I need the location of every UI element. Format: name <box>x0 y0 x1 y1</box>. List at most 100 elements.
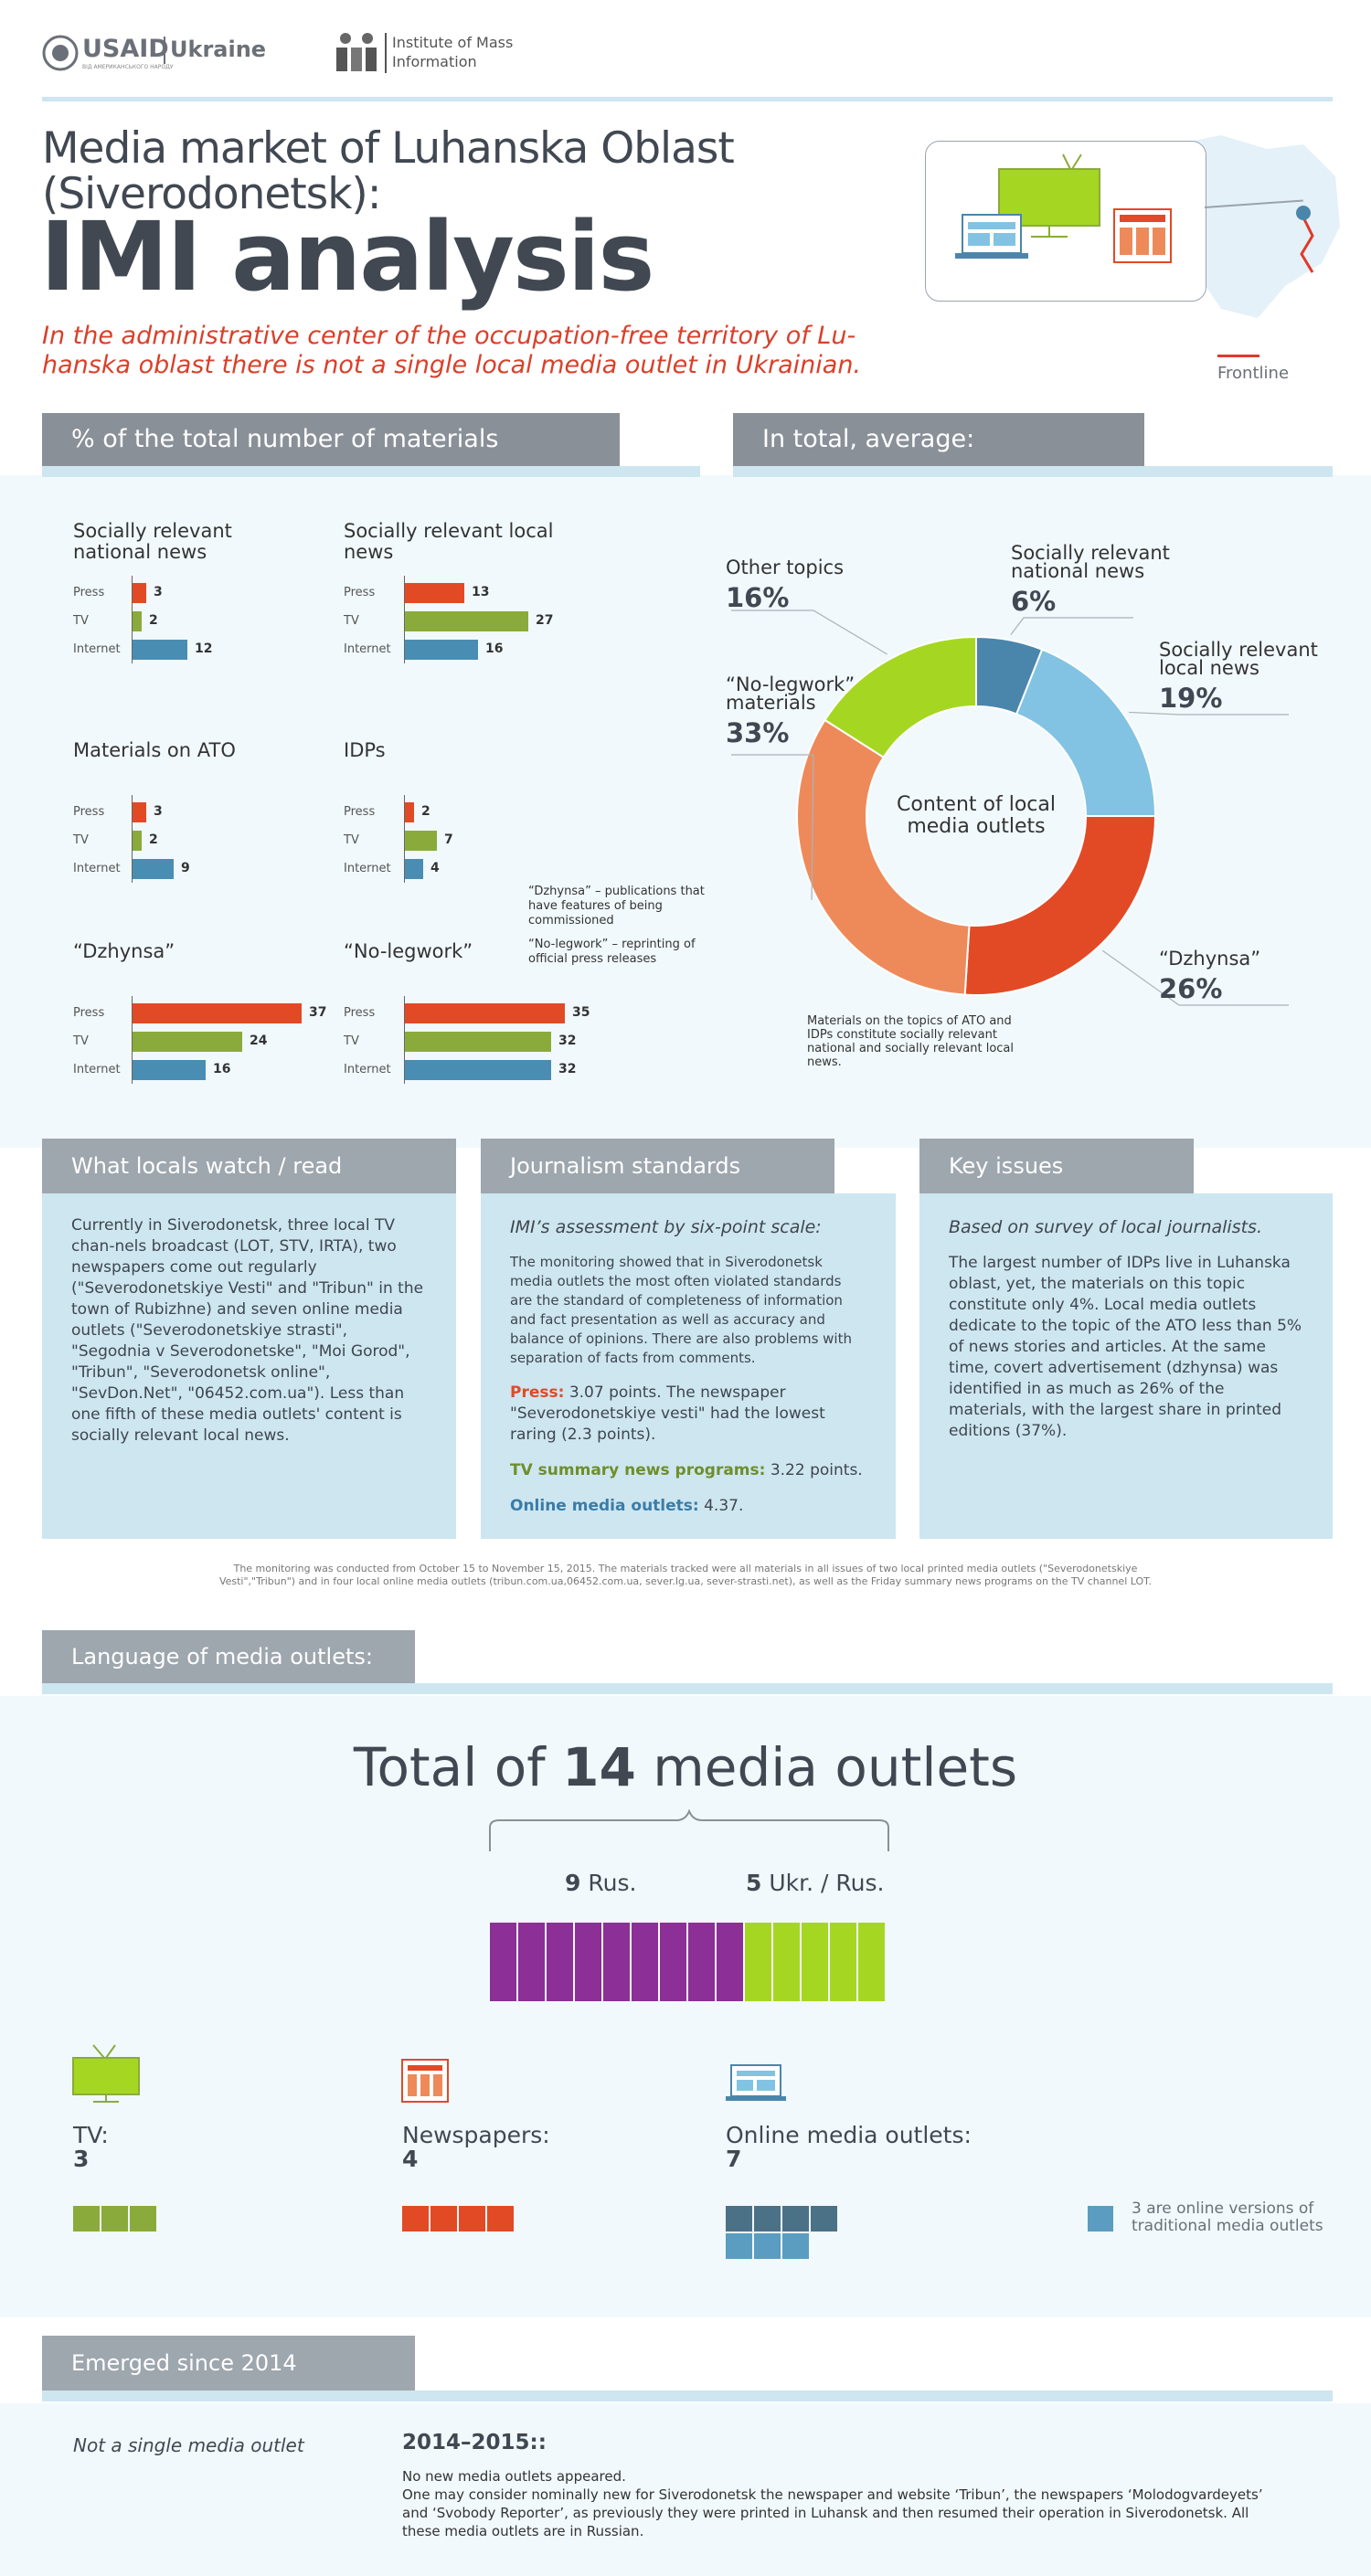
online-block <box>754 2233 781 2259</box>
ato-note: Materials on the topics of ATO and IDPs … <box>807 1014 1014 1069</box>
bar-axis <box>132 576 133 663</box>
bar-value-label: 2 <box>149 832 158 847</box>
section-line <box>42 2390 1333 2401</box>
donut-leader-line <box>1129 711 1289 716</box>
language-segment-rus <box>547 1923 573 2001</box>
bar-category-label: TV <box>73 614 89 628</box>
bar <box>133 1060 206 1080</box>
bar-chart-title: Socially relevant local news <box>344 520 554 563</box>
online-type: Online media outlets: 7 <box>726 2122 972 2172</box>
donut-slice-value: 16% <box>726 582 789 613</box>
bar <box>405 1032 551 1052</box>
page-title: Media market of Luhanska Oblast (Siverod… <box>42 123 735 219</box>
bar-axis <box>132 795 133 883</box>
bar-category-label: TV <box>73 833 89 847</box>
online-block <box>726 2206 752 2231</box>
online-block <box>782 2206 809 2231</box>
online-block <box>811 2206 837 2231</box>
divider <box>385 33 387 73</box>
divider <box>164 37 165 64</box>
tv-type: TV: 3 <box>73 2122 109 2172</box>
section-header-average: In total, average: <box>733 413 1144 466</box>
bar-category-label: Press <box>344 586 376 599</box>
bar-value-label: 9 <box>181 861 190 875</box>
subtitle: In the administrative center of the occu… <box>42 322 862 379</box>
language-segment-ukr <box>830 1923 856 2001</box>
donut-slice-name: “No-legwork” materials <box>726 673 855 714</box>
bar-chart-title: IDPs <box>344 739 386 761</box>
bar-value-label: 3 <box>154 804 163 819</box>
issues-heading: Based on survey of local journalists. <box>949 1217 1262 1237</box>
donut-slice-name: Socially relevant national news <box>1011 542 1170 582</box>
tv-icon <box>71 2043 144 2107</box>
tv-block <box>130 2206 156 2231</box>
bar-chart-title: Socially relevant national news <box>73 520 232 563</box>
section-header-language: Language of media outlets: <box>42 1630 415 1683</box>
section-line <box>42 1683 1333 1694</box>
donut-chart: Socially relevant national news 6% Socially… <box>722 530 1362 1042</box>
laptop-icon <box>724 2063 790 2109</box>
donut-center-label: media outlets <box>907 815 1045 838</box>
standards-tv: TV summary news programs: 3.22 points. <box>510 1461 863 1479</box>
bar-category-label: TV <box>344 1034 359 1048</box>
donut-center-label: Content of local <box>897 793 1056 816</box>
language-segment-rus <box>603 1923 630 2001</box>
donut-slice <box>796 718 971 996</box>
language-segment-ukr <box>858 1923 885 2001</box>
dzhynsa-definition: “Dzhynsa” – publications that have featu… <box>528 885 705 928</box>
language-segment-rus <box>717 1923 743 2001</box>
standards-body: The monitoring showed that in Siverodone… <box>510 1254 852 1366</box>
bar-category-label: Internet <box>344 642 391 656</box>
bar-axis <box>404 795 405 883</box>
section-header-issues: Key issues <box>919 1139 1194 1193</box>
language-segment-ukr <box>745 1923 771 2001</box>
emerged-period: 2014–2015:: <box>402 2431 547 2454</box>
bar-value-label: 12 <box>195 641 213 656</box>
bar-chart-title: “Dzhynsa” <box>73 940 175 962</box>
nolegwork-definition: “No-legwork” – reprinting of official pr… <box>528 938 696 966</box>
bar-value-label: 13 <box>472 585 490 599</box>
ukraine-label: Ukraine <box>170 37 267 62</box>
media-callout <box>925 141 1206 302</box>
language-segment-ukr <box>802 1923 828 2001</box>
bar-value-label: 37 <box>309 1005 327 1020</box>
bar-value-label: 3 <box>154 585 163 599</box>
emerged-bg <box>0 2403 1371 2576</box>
bar-category-label: TV <box>344 614 359 628</box>
bar-value-label: 16 <box>485 641 504 656</box>
bar <box>133 640 187 660</box>
standards-panel: IMI’s assessment by six-point scale: The… <box>481 1193 896 1539</box>
bar-category-label: TV <box>344 833 359 847</box>
bar-axis <box>132 996 133 1084</box>
language-bar <box>490 1923 887 2001</box>
bar <box>405 583 464 603</box>
bar <box>405 611 528 631</box>
donut-slice-name: Socially relevant local news <box>1159 639 1318 679</box>
bar <box>405 1060 551 1080</box>
total-brace <box>489 1809 889 1851</box>
newspaper-icon <box>400 2058 455 2107</box>
bar-category-label: Internet <box>73 642 121 656</box>
online-block <box>726 2233 752 2259</box>
bar-category-label: Internet <box>73 862 121 875</box>
page-title-big: IMI analysis <box>40 201 654 313</box>
donut-svg: Socially relevant national news 6% Socially… <box>726 542 1318 1006</box>
section-header-watch: What locals watch / read <box>42 1139 456 1193</box>
newspaper-type: Newspapers: 4 <box>402 2122 550 2172</box>
bar-category-label: Press <box>344 1006 376 1020</box>
watch-panel: Currently in Siverodonetsk, three local … <box>42 1193 456 1539</box>
imi-name: Institute of Mass Information <box>392 34 514 70</box>
bar-category-label: TV <box>73 1034 89 1048</box>
tv-block <box>73 2206 100 2231</box>
total-outlets: Total of 14 media outlets <box>353 1736 1018 1798</box>
donut-slice-value: 6% <box>1011 586 1056 617</box>
issues-body: The largest number of IDPs live in Luhan… <box>949 1254 1302 1440</box>
bar <box>405 831 437 851</box>
section-header-emerged: Emerged since 2014 <box>42 2336 415 2390</box>
donut-slice <box>824 635 977 759</box>
bar <box>405 640 478 660</box>
donut-slice <box>963 815 1157 996</box>
bar-category-label: Internet <box>344 1063 391 1076</box>
standards-press: Press: 3.07 points. The newspaper "Sever… <box>510 1383 825 1444</box>
donut-slice-name: “Dzhynsa” <box>1159 948 1260 970</box>
